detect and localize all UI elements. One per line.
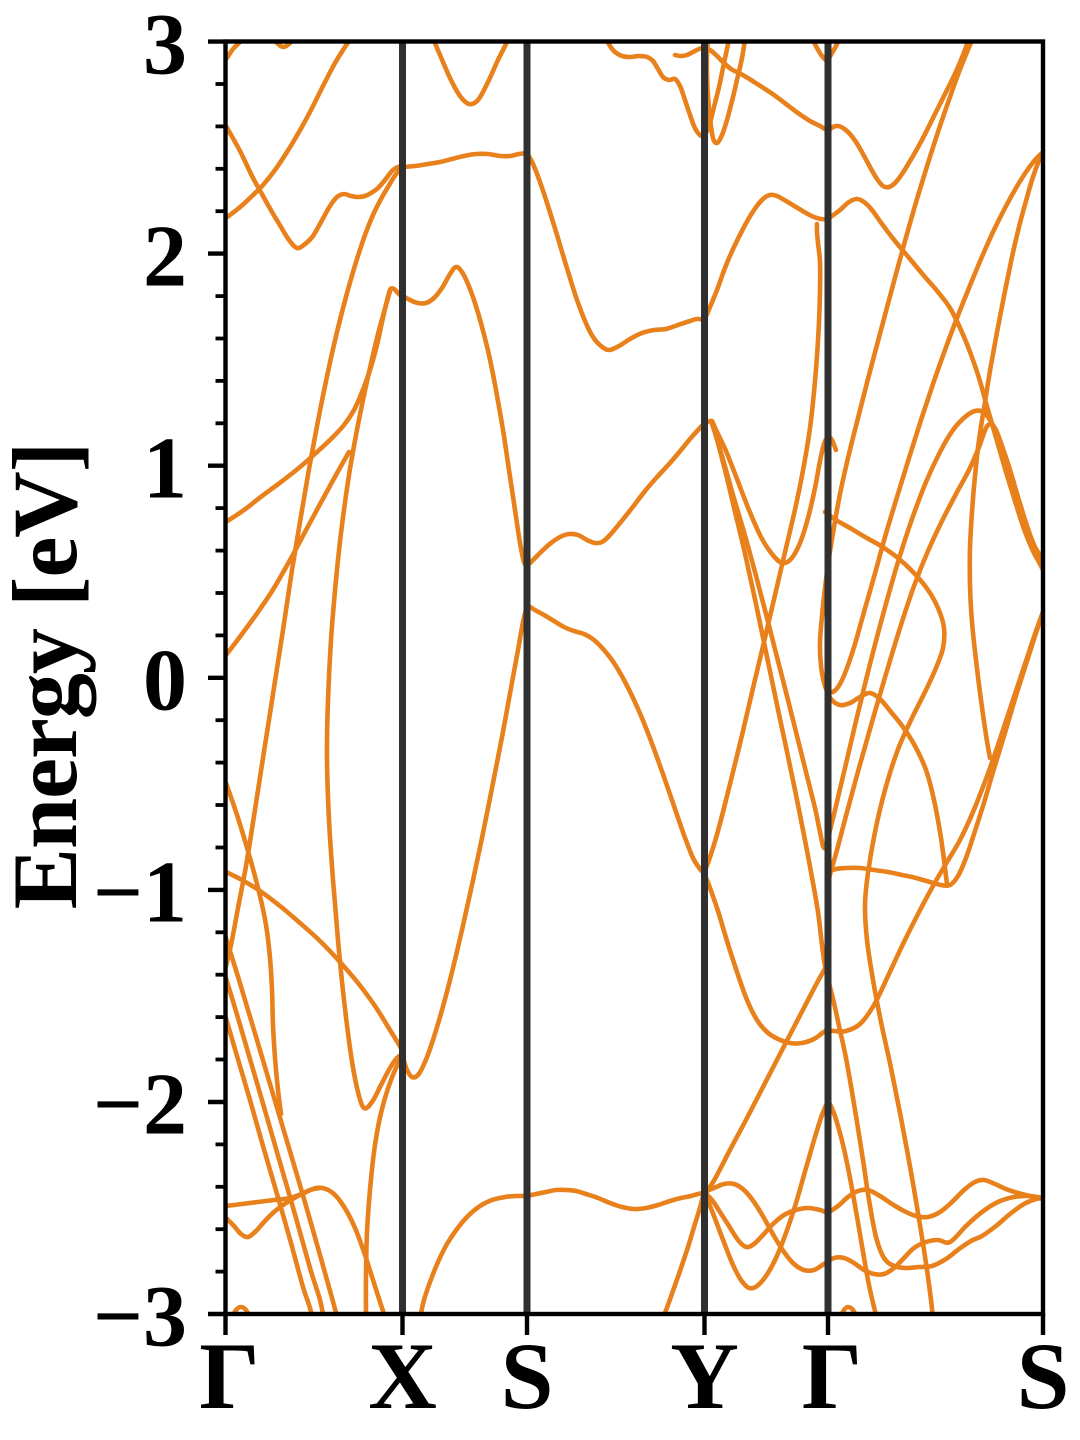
svg-text:0: 0 [143,632,187,729]
svg-text:−2: −2 [93,1057,187,1154]
svg-text:−3: −3 [93,1269,187,1366]
svg-text:Γ: Γ [802,1323,862,1429]
svg-text:2: 2 [143,208,187,305]
svg-text:1: 1 [143,420,187,517]
svg-text:3: 3 [143,0,187,93]
svg-text:S: S [501,1323,554,1429]
svg-text:Energy [eV]: Energy [eV] [0,443,96,910]
svg-text:−1: −1 [93,845,187,942]
svg-text:Γ: Γ [199,1323,259,1429]
svg-text:X: X [368,1323,437,1429]
svg-text:S: S [1017,1323,1070,1429]
svg-text:Y: Y [670,1323,739,1429]
